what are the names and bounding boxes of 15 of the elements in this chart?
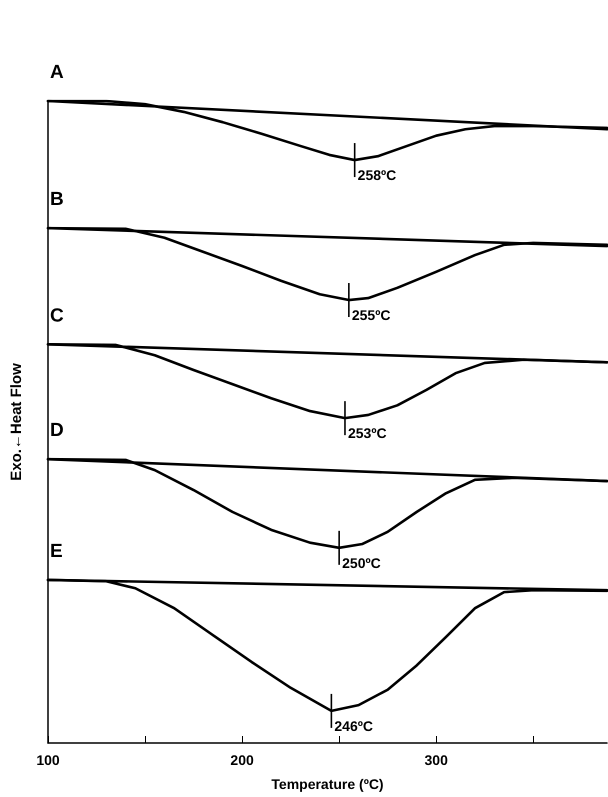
series-label: B	[50, 189, 64, 210]
series-label: E	[50, 540, 63, 562]
series-label: C	[50, 305, 64, 326]
series-label: D	[50, 420, 64, 442]
annotation: 246ºC	[334, 718, 373, 734]
x-tick-label: 100	[36, 752, 60, 768]
y-axis-title: Exo.←Heat Flow	[8, 362, 25, 481]
x-axis-title: Temperature (ºC)	[271, 776, 384, 792]
annotation: 250ºC	[342, 554, 381, 571]
annotation: 258ºC	[358, 167, 396, 184]
annotation: 253ºC	[348, 425, 387, 442]
annotation: 255ºC	[352, 307, 390, 324]
x-tick-label: 200	[230, 752, 254, 768]
series-label: A	[50, 62, 64, 83]
x-tick-label: 300	[424, 752, 448, 768]
